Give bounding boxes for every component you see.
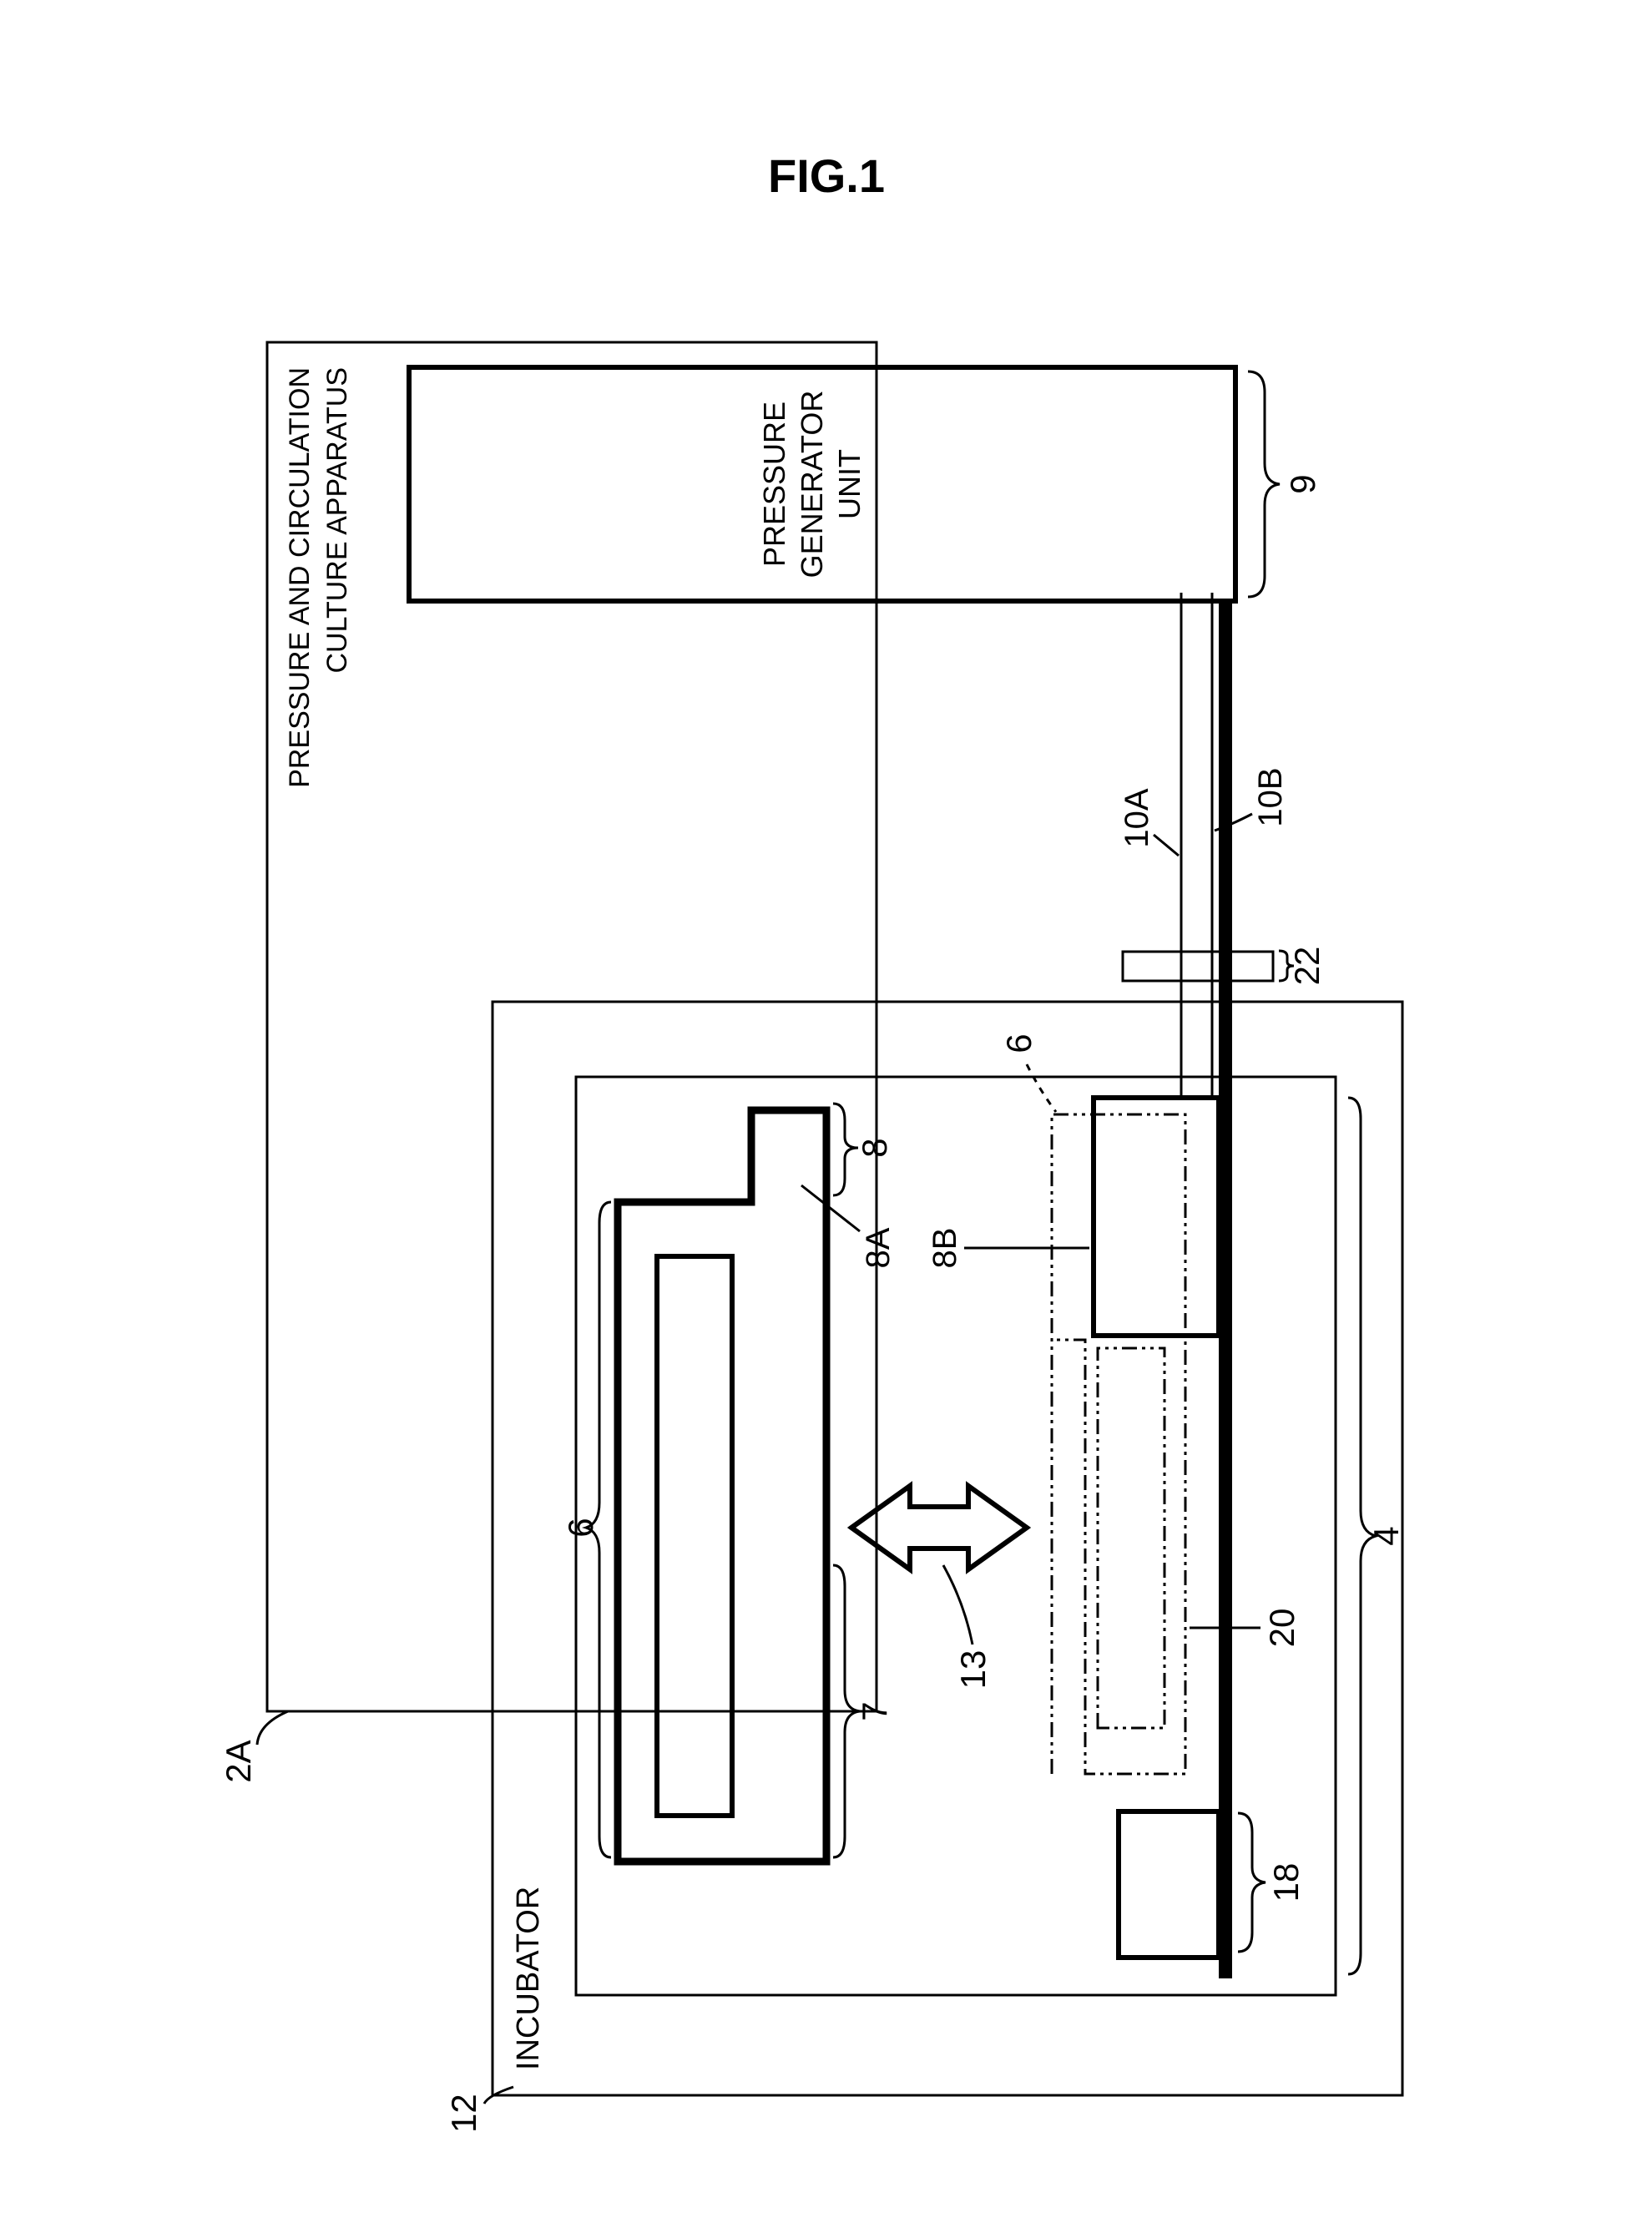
block-18: [1119, 1811, 1219, 1958]
phantom-6-inner: [1098, 1348, 1164, 1728]
ref-9: 9: [1283, 474, 1322, 493]
ref-6-phantom: 6: [999, 1033, 1038, 1053]
leader-10A: [1154, 835, 1179, 856]
ref-12: 12: [444, 2094, 483, 2133]
ref-18: 18: [1266, 1863, 1306, 1902]
pressure-unit-label-3: UNIT: [832, 449, 866, 519]
pressure-unit-label-1: PRESSURE: [757, 402, 791, 567]
figure-title: FIG.1: [768, 149, 885, 202]
ref-10B: 10B: [1252, 767, 1289, 826]
outer-apparatus-label-2: CULTURE APPARATUS: [321, 367, 353, 674]
upper-chamber-group: 6 7 8 8A: [561, 1104, 897, 1862]
incubator-label: INCUBATOR: [511, 1887, 546, 2070]
leader-8A: [801, 1185, 860, 1231]
brace-18: [1238, 1813, 1266, 1952]
outer-apparatus-label-1: PRESSURE AND CIRCULATION: [284, 367, 316, 788]
leader-6-phantom: [1027, 1064, 1056, 1112]
chamber-6-inner: [657, 1256, 732, 1816]
leader-13: [943, 1565, 973, 1645]
ref-8A: 8A: [860, 1227, 897, 1268]
ref-10A: 10A: [1119, 788, 1155, 847]
feedthrough-22: [1123, 952, 1273, 981]
leader-2A: [257, 1711, 288, 1745]
ref-7: 7: [855, 1701, 894, 1720]
ref-20: 20: [1262, 1609, 1301, 1648]
ref-13: 13: [953, 1650, 993, 1690]
brace-9: [1248, 371, 1280, 597]
figure-root: FIG.1 PRESSURE AND CIRCULATION CULTURE A…: [0, 0, 1652, 2223]
ref-2A: 2A: [219, 1740, 258, 1782]
ref-8B: 8B: [927, 1228, 963, 1269]
chamber-6-outline: [618, 1110, 826, 1862]
block-8B: [1094, 1098, 1219, 1336]
pressure-unit-label-2: GENERATOR: [795, 391, 829, 578]
ref-8: 8: [855, 1138, 894, 1157]
